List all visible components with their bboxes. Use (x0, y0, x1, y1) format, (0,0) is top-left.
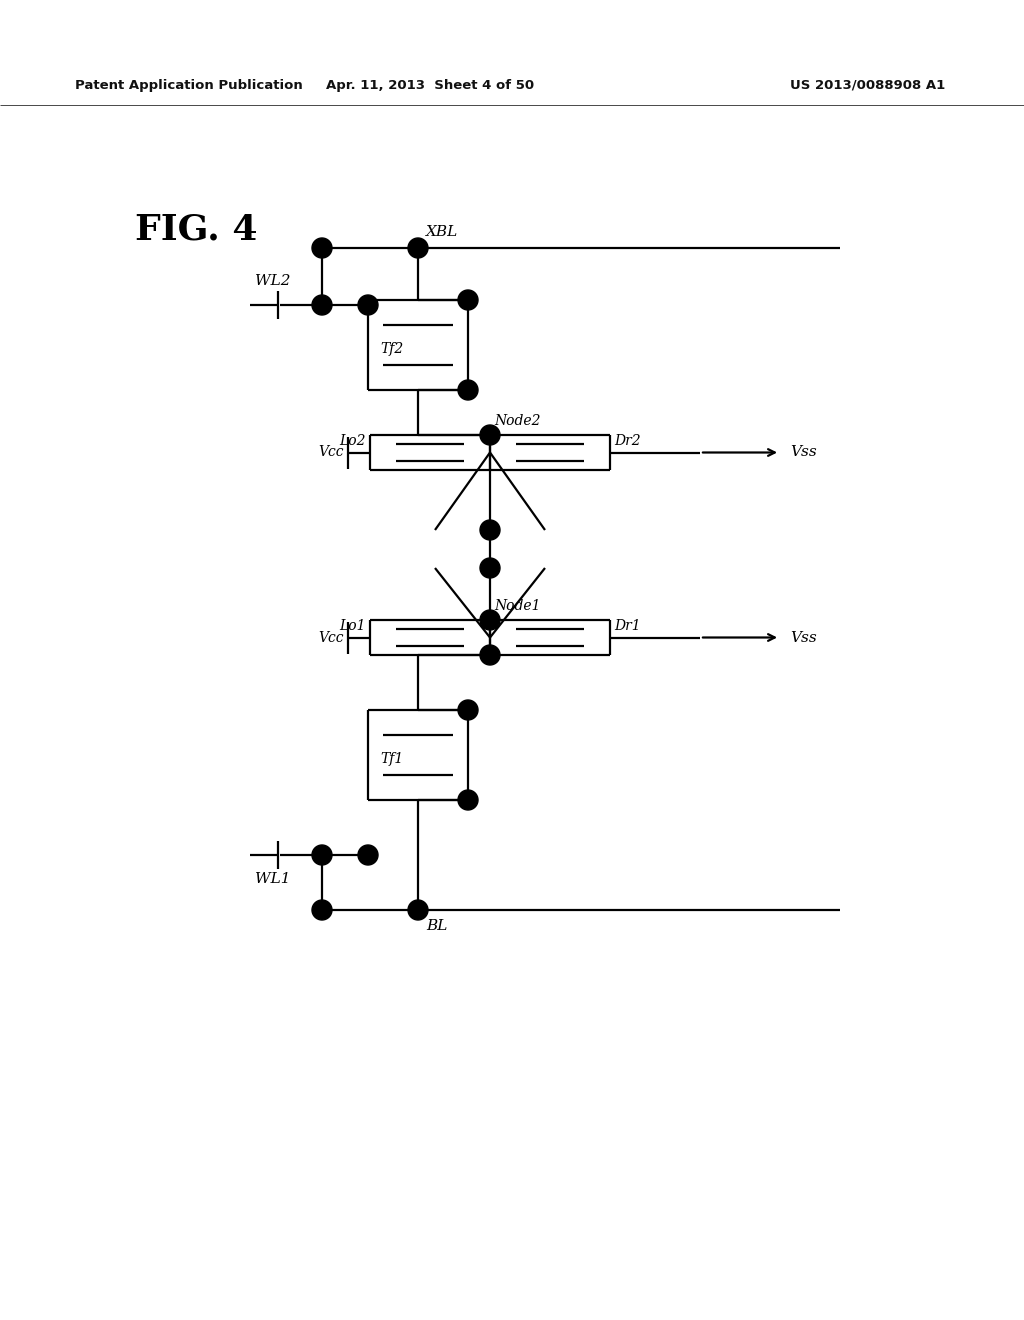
Text: WL1: WL1 (255, 873, 291, 886)
Text: Tf2: Tf2 (380, 342, 403, 356)
Text: Node1: Node1 (494, 599, 541, 612)
Circle shape (480, 610, 500, 630)
Circle shape (358, 294, 378, 315)
Text: Vcc: Vcc (318, 446, 344, 459)
Circle shape (480, 520, 500, 540)
Text: Apr. 11, 2013  Sheet 4 of 50: Apr. 11, 2013 Sheet 4 of 50 (326, 78, 535, 91)
Text: Lo1: Lo1 (340, 619, 366, 634)
Text: Patent Application Publication: Patent Application Publication (75, 78, 303, 91)
Text: Dr2: Dr2 (614, 434, 641, 447)
Circle shape (408, 238, 428, 257)
Circle shape (312, 900, 332, 920)
Text: Tf1: Tf1 (380, 752, 403, 766)
Circle shape (480, 645, 500, 665)
Text: BL: BL (426, 919, 447, 933)
Text: Node2: Node2 (494, 414, 541, 428)
Circle shape (408, 900, 428, 920)
Text: Vss: Vss (790, 446, 817, 459)
Circle shape (458, 700, 478, 719)
Circle shape (312, 294, 332, 315)
Circle shape (458, 380, 478, 400)
Circle shape (358, 845, 378, 865)
Text: Vcc: Vcc (318, 631, 344, 644)
Circle shape (458, 789, 478, 810)
Circle shape (312, 238, 332, 257)
Text: FIG. 4: FIG. 4 (135, 213, 257, 247)
Text: Lo2: Lo2 (340, 434, 366, 447)
Text: Dr1: Dr1 (614, 619, 641, 634)
Circle shape (480, 425, 500, 445)
Text: US 2013/0088908 A1: US 2013/0088908 A1 (790, 78, 945, 91)
Text: XBL: XBL (426, 224, 459, 239)
Text: Vss: Vss (790, 631, 817, 644)
Text: WL2: WL2 (255, 275, 291, 288)
Circle shape (480, 558, 500, 578)
Circle shape (312, 845, 332, 865)
Circle shape (458, 290, 478, 310)
